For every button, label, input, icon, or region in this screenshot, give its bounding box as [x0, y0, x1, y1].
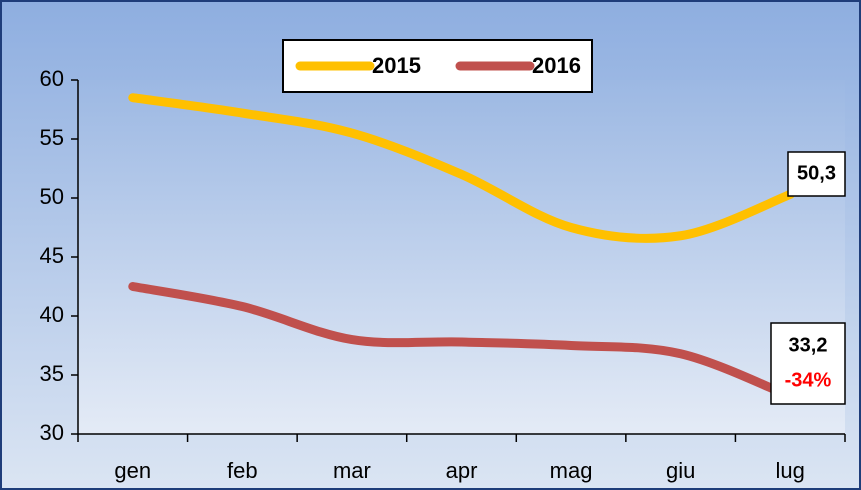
legend: 2015 2016 [282, 39, 593, 93]
line-series [128, 282, 795, 401]
x-tick-label: feb [227, 458, 258, 483]
legend-label: 2016 [532, 53, 581, 78]
legend-label: 2015 [372, 53, 421, 78]
x-tick-label: lug [776, 458, 805, 483]
x-tick-label: mag [550, 458, 593, 483]
x-tick-label: apr [446, 458, 478, 483]
x-tick-label: mar [333, 458, 371, 483]
data-label: 33,2 [789, 334, 828, 356]
y-tick-label: 60 [40, 66, 64, 91]
data-label: 50,3 [797, 162, 836, 184]
y-tick-label: 35 [40, 361, 64, 386]
y-tick-label: 45 [40, 243, 64, 268]
data-label-box [770, 322, 846, 405]
y-tick-label: 50 [40, 184, 64, 209]
y-tick-label: 30 [40, 420, 64, 445]
plot-area [78, 80, 845, 434]
data-label-box [787, 151, 846, 197]
line-series [128, 93, 795, 243]
y-tick-label: 40 [40, 302, 64, 327]
y-tick-label: 55 [40, 125, 64, 150]
x-tick-label: giu [666, 458, 695, 483]
x-tick-label: gen [114, 458, 151, 483]
annotation: -34% [785, 369, 832, 391]
